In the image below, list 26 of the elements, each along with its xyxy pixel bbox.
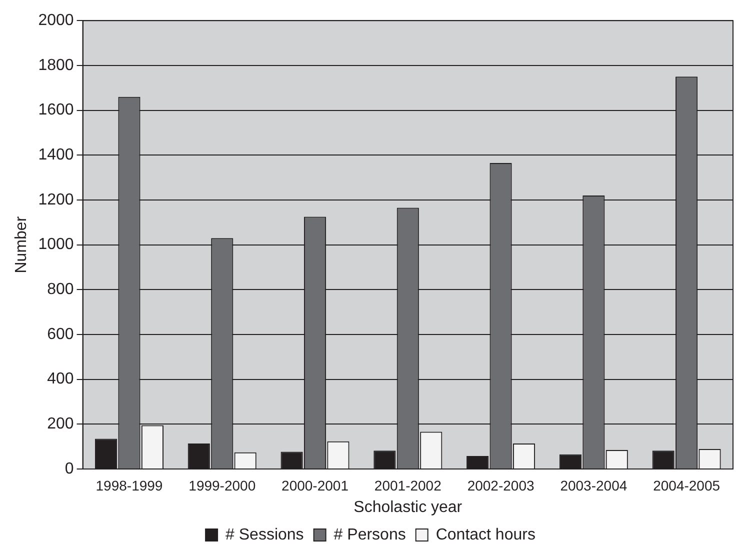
x-tick-label: 2004-2005 [653,477,720,494]
y-tick-label: 1000 [38,236,74,254]
legend-label: # Sessions [226,526,304,544]
x-axis-title: Scholastic year [354,498,463,516]
y-axis-title: Number [13,216,30,274]
y-tick-label: 1400 [38,146,74,164]
x-tick-label: 2000-2001 [282,477,349,494]
legend-label: # Persons [334,526,406,544]
bar [188,443,210,468]
bar [652,450,674,468]
x-tick-label: 2002-2003 [467,477,534,494]
y-tick-label: 600 [47,326,74,343]
y-tick-label: 200 [47,416,74,433]
y-tick-label: 400 [47,370,74,388]
x-tick-label: 2001-2002 [374,477,442,494]
x-tick-label: 1999-2000 [188,477,256,494]
x-tick-label: 1998-1999 [96,477,163,494]
y-tick-label: 2000 [38,12,74,30]
y-tick-label: 1200 [38,191,74,208]
y-tick-label: 0 [64,460,74,478]
legend-label: Contact hours [436,526,536,544]
x-tick-label: 2003-2004 [560,477,628,494]
y-tick-label: 1600 [38,102,74,119]
bar [559,454,582,468]
y-tick-label: 800 [47,281,74,298]
y-tick-label: 1800 [38,56,74,74]
